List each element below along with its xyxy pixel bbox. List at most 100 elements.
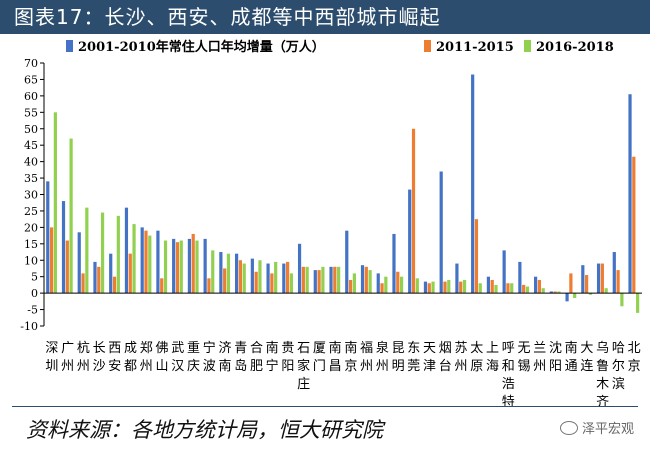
bar-1-兰州: [534, 276, 538, 294]
bar-3-贵阳: [289, 273, 294, 294]
y-tick-label: 0: [31, 287, 38, 300]
bar-3-上海: [494, 284, 498, 294]
bar-1-上海: [486, 276, 490, 294]
x-tick-label: 昆明: [392, 341, 405, 374]
figure-title: 图表17：长沙、西安、成都等中西部城市崛起: [0, 0, 650, 34]
x-tick-label: 济南: [218, 341, 231, 374]
bar-1-东莞: [408, 189, 412, 294]
bar-2-呼和浩特: [506, 283, 510, 294]
x-tick-label: 深圳: [45, 341, 58, 374]
x-tick-label: 上海: [486, 341, 499, 374]
bar-1-佛山: [156, 230, 160, 294]
x-tick-label: 福州: [360, 341, 373, 374]
bar-1-呼和浩特: [502, 250, 506, 294]
bar-2-东莞: [411, 128, 416, 294]
bar-1-乌鲁木齐: [596, 263, 601, 294]
bar-1-北京: [628, 94, 632, 294]
bar-1-南京: [345, 230, 349, 294]
x-tick-label: 郑州: [140, 341, 153, 374]
y-tick-label: -10: [20, 320, 38, 333]
y-tick-label: 25: [24, 205, 38, 218]
bar-1-西安: [109, 253, 113, 294]
x-tick-label: 西安: [108, 341, 121, 374]
x-tick-label: 无锡: [517, 341, 530, 374]
bar-2-深圳: [49, 227, 54, 294]
chart-area: 2001-2010年常住人口年均增量（万人） 2011-2015 2016-2018…: [0, 34, 650, 406]
bar-2-福州: [364, 266, 368, 294]
bar-3-南京: [352, 273, 356, 294]
legend-label-1: 2001-2010年常住人口年均增量（万人）: [78, 39, 325, 55]
bar-1-广州: [61, 201, 66, 294]
y-tick-label: 10: [24, 254, 38, 267]
bar-1-泉州: [376, 273, 380, 294]
bar-2-厦门: [317, 270, 321, 294]
bar-2-武汉: [175, 242, 180, 294]
legend-swatch-1: [66, 40, 73, 52]
bar-1-昆明: [392, 233, 396, 294]
y-tick-label: 35: [24, 172, 38, 185]
bar-3-南宁: [274, 261, 278, 294]
bar-3-呼和浩特: [510, 283, 514, 294]
bar-3-宁波: [211, 250, 215, 294]
bar-2-烟台: [443, 281, 447, 294]
bar-1-苏州: [455, 263, 459, 294]
watermark-text: 泽平宏观: [581, 422, 634, 437]
bar-1-天津: [423, 281, 428, 294]
bar-3-天津: [431, 281, 435, 294]
x-tick-label: 兰州: [533, 341, 546, 374]
x-tick-label: 合肥: [250, 341, 263, 374]
wechat-icon: [559, 420, 578, 435]
bar-2-石家庄: [301, 266, 305, 294]
x-tick-label: 贵阳: [281, 341, 294, 374]
bar-1-南宁: [266, 263, 270, 294]
bar-1-成都: [124, 207, 129, 294]
y-tick-label: 50: [24, 123, 38, 136]
x-tick-label: 哈尔滨: [612, 341, 625, 392]
bar-3-石家庄: [305, 266, 309, 294]
x-tick-label: 长沙: [93, 341, 106, 374]
bar-2-长沙: [97, 266, 101, 294]
bar-3-广州: [69, 138, 73, 294]
bar-2-济南: [223, 268, 227, 294]
bar-3-苏州: [462, 279, 467, 294]
bar-3-福州: [368, 270, 372, 294]
watermark: 泽平宏观: [559, 418, 634, 437]
bar-2-重庆: [191, 233, 195, 294]
x-tick-label: 重庆: [187, 340, 200, 374]
bar-3-大连: [588, 293, 593, 295]
x-tick-label: 太原: [470, 341, 483, 374]
y-tick-label: 20: [24, 221, 38, 234]
bar-3-泉州: [384, 276, 388, 294]
bar-1-厦门: [313, 270, 317, 294]
bar-3-西安: [116, 215, 120, 294]
x-tick-label: 石家庄: [297, 341, 310, 392]
legend-label-2: 2011-2015: [436, 40, 514, 55]
x-tick-label: 成都: [124, 341, 137, 374]
y-tick-label: 70: [24, 57, 38, 70]
bar-1-太原: [471, 74, 475, 294]
footer-divider: [12, 406, 638, 407]
y-tick-label: 60: [24, 90, 38, 103]
bar-1-宁波: [203, 238, 207, 294]
footer: 资料来源：各地方统计局，恒大研究院 泽平宏观: [0, 406, 650, 449]
x-tick-label: 泉州: [376, 340, 389, 374]
bar-2-天津: [427, 283, 431, 294]
x-tick-label: 南通: [565, 340, 578, 374]
x-tick-label: 天津: [423, 341, 436, 374]
bar-2-太原: [474, 219, 479, 294]
y-tick-label: 40: [24, 156, 38, 169]
bar-1-杭州: [77, 232, 81, 294]
bar-1-南通: [565, 293, 569, 302]
bar-2-无锡: [522, 284, 526, 294]
bar-3-长沙: [100, 212, 105, 294]
x-tick-label: 南昌: [329, 340, 342, 374]
bar-3-济南: [226, 253, 231, 294]
bar-3-合肥: [258, 260, 262, 294]
bar-2-宁波: [207, 278, 211, 294]
bar-2-贵阳: [286, 261, 290, 294]
bar-3-杭州: [85, 207, 89, 294]
bar-1-深圳: [46, 181, 50, 294]
bar-2-广州: [65, 240, 69, 294]
y-tick-label: 45: [24, 139, 38, 152]
y-tick-label: 55: [24, 106, 38, 119]
